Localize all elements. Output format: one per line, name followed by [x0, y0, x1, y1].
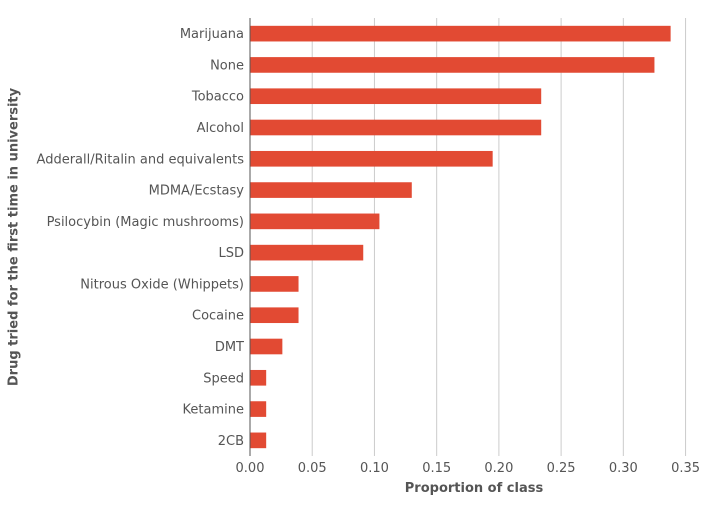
bar: [250, 57, 655, 73]
y-tick-label: 2CB: [218, 434, 244, 449]
y-tick-label: LSD: [218, 246, 244, 261]
x-axis-label: Proportion of class: [405, 481, 544, 496]
x-tick-label: 0.05: [298, 461, 327, 476]
bar: [250, 338, 283, 355]
bar: [250, 182, 412, 198]
bar: [250, 432, 267, 449]
bar: [250, 369, 267, 386]
y-tick-label: Ketamine: [183, 403, 244, 418]
y-axis-label: Drug tried for the first time in univers…: [7, 87, 22, 386]
bar: [250, 213, 380, 230]
bar: [250, 25, 671, 42]
y-tick-label: Nitrous Oxide (Whippets): [80, 277, 244, 292]
y-tick-label: Tobacco: [191, 90, 244, 105]
y-tick-label: MDMA/Ecstasy: [149, 184, 245, 199]
y-tick-label: Alcohol: [197, 121, 244, 136]
bar: [250, 244, 364, 261]
bars: [250, 25, 671, 449]
grid-lines: [249, 18, 687, 456]
x-tick-label: 0.20: [484, 461, 513, 476]
bar: [250, 119, 542, 136]
x-tick-label: 0.10: [360, 461, 389, 476]
x-tick-label: 0.25: [547, 461, 576, 476]
bar: [250, 88, 542, 105]
x-tick-labels: 0.00 0.05 0.10 0.15 0.20 0.25 0.30 0.35: [236, 461, 701, 476]
y-tick-label: None: [210, 58, 244, 73]
x-tick-label: 0.00: [236, 461, 265, 476]
y-tick-label: Cocaine: [192, 309, 244, 324]
bar: [250, 276, 299, 292]
bar: [250, 150, 493, 167]
bar: [250, 401, 267, 417]
y-tick-label: Marijuana: [180, 27, 244, 42]
y-tick-label: Speed: [203, 371, 244, 386]
x-tick-label: 0.15: [422, 461, 451, 476]
y-tick-labels: Marijuana None Tobacco Alcohol Adderall/Rita…: [37, 27, 245, 449]
bar: [250, 307, 299, 324]
y-tick-label: DMT: [215, 340, 244, 355]
x-tick-label: 0.30: [609, 461, 638, 476]
x-tick-label: 0.35: [671, 461, 700, 476]
y-tick-label: Psilocybin (Magic mushrooms): [47, 215, 244, 230]
y-tick-label: Adderall/Ritalin and equivalents: [37, 152, 245, 167]
